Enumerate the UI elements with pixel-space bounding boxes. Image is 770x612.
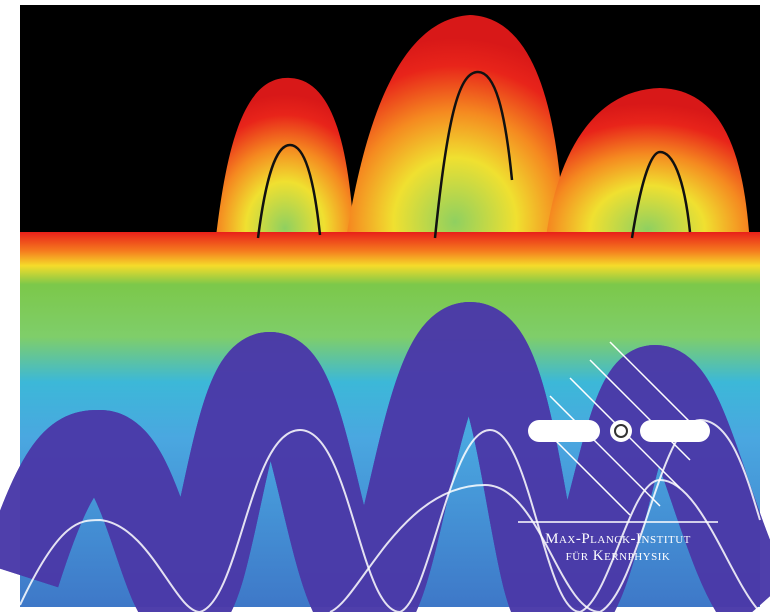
logo-line2: für Kernphysik xyxy=(566,548,671,564)
page: {"logo": {"line1": "Max-Planck-Institut"… xyxy=(0,0,770,612)
logo-bar xyxy=(528,420,600,442)
logo-circle xyxy=(610,420,632,442)
figure: Max-Planck-Institut für Kernphysik xyxy=(0,0,770,612)
logo-bar xyxy=(640,420,710,442)
logo-line1: Max-Planck-Institut xyxy=(545,531,691,547)
